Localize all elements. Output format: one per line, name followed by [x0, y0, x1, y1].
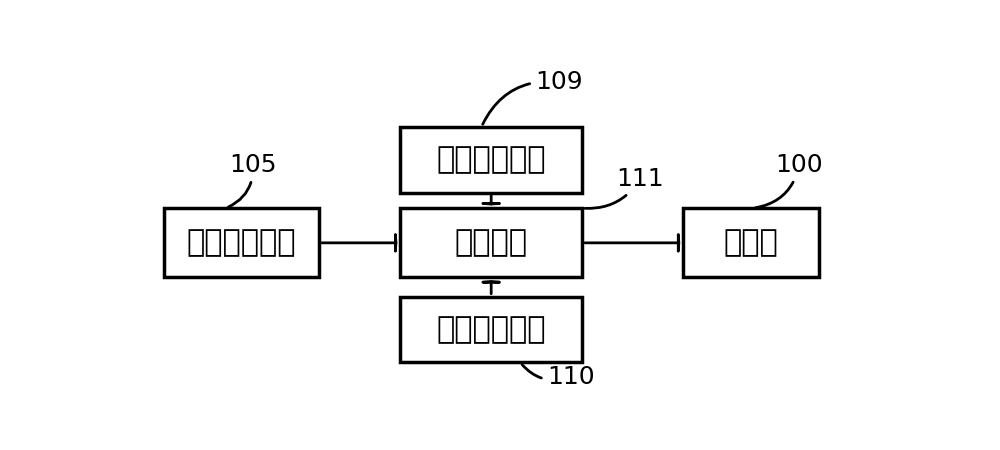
- Text: 第三测温模块: 第三测温模块: [436, 315, 546, 344]
- Text: 控制模块: 控制模块: [455, 228, 528, 257]
- Text: 第二测温模块: 第二测温模块: [436, 145, 546, 174]
- Text: 105: 105: [228, 153, 277, 207]
- Bar: [164, 208, 319, 278]
- Text: 109: 109: [483, 70, 583, 124]
- Bar: [400, 208, 582, 278]
- Bar: [400, 297, 582, 362]
- Text: 100: 100: [755, 153, 823, 208]
- Bar: [683, 208, 819, 278]
- Text: 111: 111: [585, 167, 664, 208]
- Text: 110: 110: [522, 364, 594, 389]
- Bar: [400, 127, 582, 193]
- Text: 第一测温模块: 第一测温模块: [186, 228, 296, 257]
- Text: 调节阀: 调节阀: [723, 228, 778, 257]
